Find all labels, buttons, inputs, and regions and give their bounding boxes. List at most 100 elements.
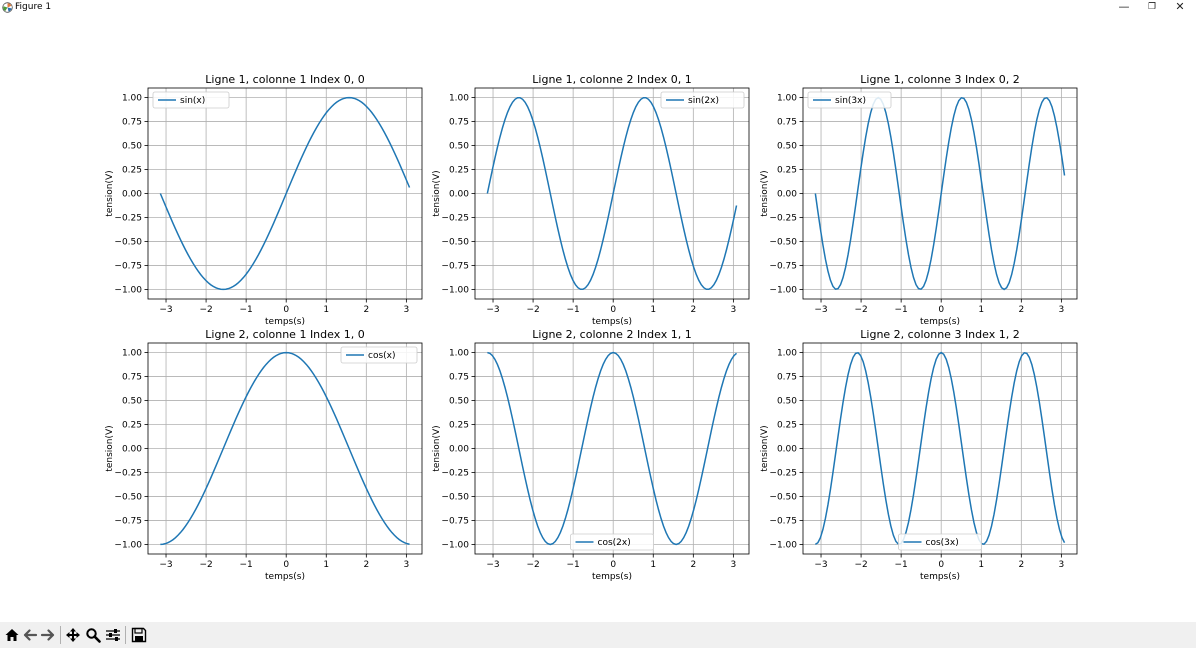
y-axis-label: tension(V) bbox=[432, 425, 442, 471]
y-tick-label: 0.00 bbox=[449, 445, 469, 455]
y-tick-label: 0.50 bbox=[122, 397, 142, 407]
y-tick-label: −1.00 bbox=[114, 285, 142, 295]
x-tick-label: 0 bbox=[283, 305, 289, 315]
x-tick-label: −2 bbox=[854, 305, 867, 315]
x-tick-label: −3 bbox=[486, 560, 499, 570]
x-tick-label: −1 bbox=[567, 560, 580, 570]
y-tick-label: −0.25 bbox=[441, 213, 469, 223]
x-tick-label: −2 bbox=[526, 305, 539, 315]
save-button[interactable] bbox=[130, 624, 148, 646]
x-axis-label: temps(s) bbox=[920, 317, 960, 327]
y-tick-label: 0.75 bbox=[449, 118, 469, 128]
series-line-cos-3 bbox=[814, 351, 1066, 546]
y-tick-label: −0.75 bbox=[769, 261, 797, 271]
y-tick-label: 0.25 bbox=[777, 421, 797, 431]
subplot-2-1[interactable]: −3 −2 −1 0 1 2 3 −1.00 −0.75 −0.50 −0.25 0.00 0.25 0.… bbox=[105, 328, 423, 582]
x-tick-label: −2 bbox=[199, 305, 212, 315]
y-tick-label: 0.75 bbox=[122, 373, 142, 383]
home-button[interactable] bbox=[3, 624, 21, 646]
y-tick-label: 0.00 bbox=[777, 190, 797, 200]
y-axis-label: tension(V) bbox=[105, 170, 115, 216]
x-tick-label: 3 bbox=[731, 560, 737, 570]
y-tick-label: 0.75 bbox=[122, 118, 142, 128]
legend-box bbox=[807, 91, 892, 109]
x-tick-label: 0 bbox=[938, 560, 944, 570]
x-tick-label: 1 bbox=[323, 305, 329, 315]
minimize-button[interactable]: — bbox=[1118, 0, 1130, 13]
y-axis-label: tension(V) bbox=[105, 425, 115, 471]
subplot-2-2[interactable]: −3 −2 −1 0 1 2 3 −1.00 −0.75 −0.50 −0.25 0.00 0.25 0.… bbox=[432, 328, 750, 582]
y-tick-label: −0.25 bbox=[114, 213, 142, 223]
y-tick-label: −0.75 bbox=[114, 516, 142, 526]
y-tick-label: −0.50 bbox=[114, 492, 142, 502]
x-tick-label: 1 bbox=[978, 305, 984, 315]
subplot-1-3[interactable]: −3 −2 −1 0 1 2 3 −1.00 −0.75 −0.50 −0.25 0.00 0.25 0.… bbox=[760, 73, 1078, 327]
legend: cos(2x) bbox=[570, 533, 654, 551]
y-tick-label: −0.75 bbox=[769, 516, 797, 526]
y-tick-label: 0.50 bbox=[449, 397, 469, 407]
series-line-cos-1 bbox=[160, 351, 410, 546]
y-tick-label: 0.75 bbox=[777, 373, 797, 383]
y-tick-label: 0.25 bbox=[777, 166, 797, 176]
y-tick-label: 0.50 bbox=[449, 142, 469, 152]
zoom-button[interactable] bbox=[84, 624, 102, 646]
x-axis-label: temps(s) bbox=[265, 572, 305, 582]
x-tick-label: −1 bbox=[240, 560, 253, 570]
window-title: Figure 1 bbox=[15, 2, 52, 12]
legend-box bbox=[898, 533, 982, 551]
x-tick-label: 3 bbox=[404, 560, 410, 570]
toolbar-separator bbox=[60, 626, 61, 644]
y-tick-label: −1.00 bbox=[769, 540, 797, 550]
y-axis-label: tension(V) bbox=[760, 170, 770, 216]
legend: cos(x) bbox=[340, 346, 418, 364]
y-tick-label: 0.25 bbox=[122, 421, 142, 431]
x-tick-label: −3 bbox=[159, 305, 172, 315]
y-tick-label: 0.75 bbox=[777, 118, 797, 128]
back-button[interactable] bbox=[21, 624, 39, 646]
x-tick-label: 2 bbox=[363, 305, 369, 315]
y-tick-label: 0.25 bbox=[449, 421, 469, 431]
zoom-icon bbox=[86, 628, 101, 643]
y-tick-label: 0.00 bbox=[122, 190, 142, 200]
x-tick-label: 2 bbox=[690, 560, 696, 570]
figure-canvas[interactable]: −3 −2 −1 0 1 2 3 −1.00 −0.75 −0.50 −0.25 0.00 0.25 0.… bbox=[0, 0, 1196, 622]
close-button[interactable]: ✕ bbox=[1175, 0, 1185, 13]
subplot-1-2[interactable]: −3 −2 −1 0 1 2 3 −1.00 −0.75 −0.50 −0.25 0.00 0.25 0.… bbox=[432, 73, 750, 327]
subplot-title: Ligne 2, colonne 2 Index 1, 1 bbox=[532, 328, 691, 341]
x-tick-label: 2 bbox=[690, 305, 696, 315]
configure-subplots-button[interactable] bbox=[104, 624, 122, 646]
y-tick-label: 1.00 bbox=[777, 94, 797, 104]
subplot-1-1[interactable]: −3 −2 −1 0 1 2 3 −1.00 −0.75 −0.50 −0.25 0.00 0.25 0.… bbox=[105, 73, 423, 327]
subplot-2-3[interactable]: −3 −2 −1 0 1 2 3 −1.00 −0.75 −0.50 −0.25 0.00 0.25 0.… bbox=[760, 328, 1078, 582]
forward-button[interactable] bbox=[39, 624, 57, 646]
save-icon bbox=[131, 627, 147, 643]
y-tick-label: −0.25 bbox=[769, 213, 797, 223]
pan-button[interactable] bbox=[64, 624, 82, 646]
legend: sin(2x) bbox=[660, 91, 745, 109]
x-tick-label: 3 bbox=[1059, 560, 1065, 570]
restore-button[interactable]: ❐ bbox=[1147, 2, 1157, 12]
x-tick-label: 0 bbox=[283, 560, 289, 570]
toolbar-separator bbox=[125, 626, 126, 644]
subplot-title: Ligne 2, colonne 1 Index 1, 0 bbox=[205, 328, 364, 341]
x-axis-label: temps(s) bbox=[265, 317, 305, 327]
x-tick-label: 3 bbox=[731, 305, 737, 315]
y-tick-label: 0.50 bbox=[777, 142, 797, 152]
legend: cos(3x) bbox=[898, 533, 982, 551]
x-tick-label: 3 bbox=[1059, 305, 1065, 315]
x-tick-label: −2 bbox=[526, 560, 539, 570]
series-line-cos-2 bbox=[487, 351, 738, 546]
y-tick-label: 0.50 bbox=[777, 397, 797, 407]
legend-label: sin(3x) bbox=[835, 96, 866, 106]
matplotlib-app-icon bbox=[2, 2, 13, 13]
x-tick-label: 3 bbox=[404, 305, 410, 315]
x-tick-label: −1 bbox=[567, 305, 580, 315]
forward-icon bbox=[40, 629, 55, 641]
series-line-sin-1 bbox=[159, 96, 411, 291]
legend: sin(3x) bbox=[807, 91, 892, 109]
x-tick-label: −1 bbox=[895, 305, 908, 315]
legend-box bbox=[340, 346, 418, 364]
subplot-title: Ligne 2, colonne 3 Index 1, 2 bbox=[860, 328, 1019, 341]
y-tick-label: 1.00 bbox=[449, 349, 469, 359]
y-tick-label: 0.25 bbox=[122, 166, 142, 176]
